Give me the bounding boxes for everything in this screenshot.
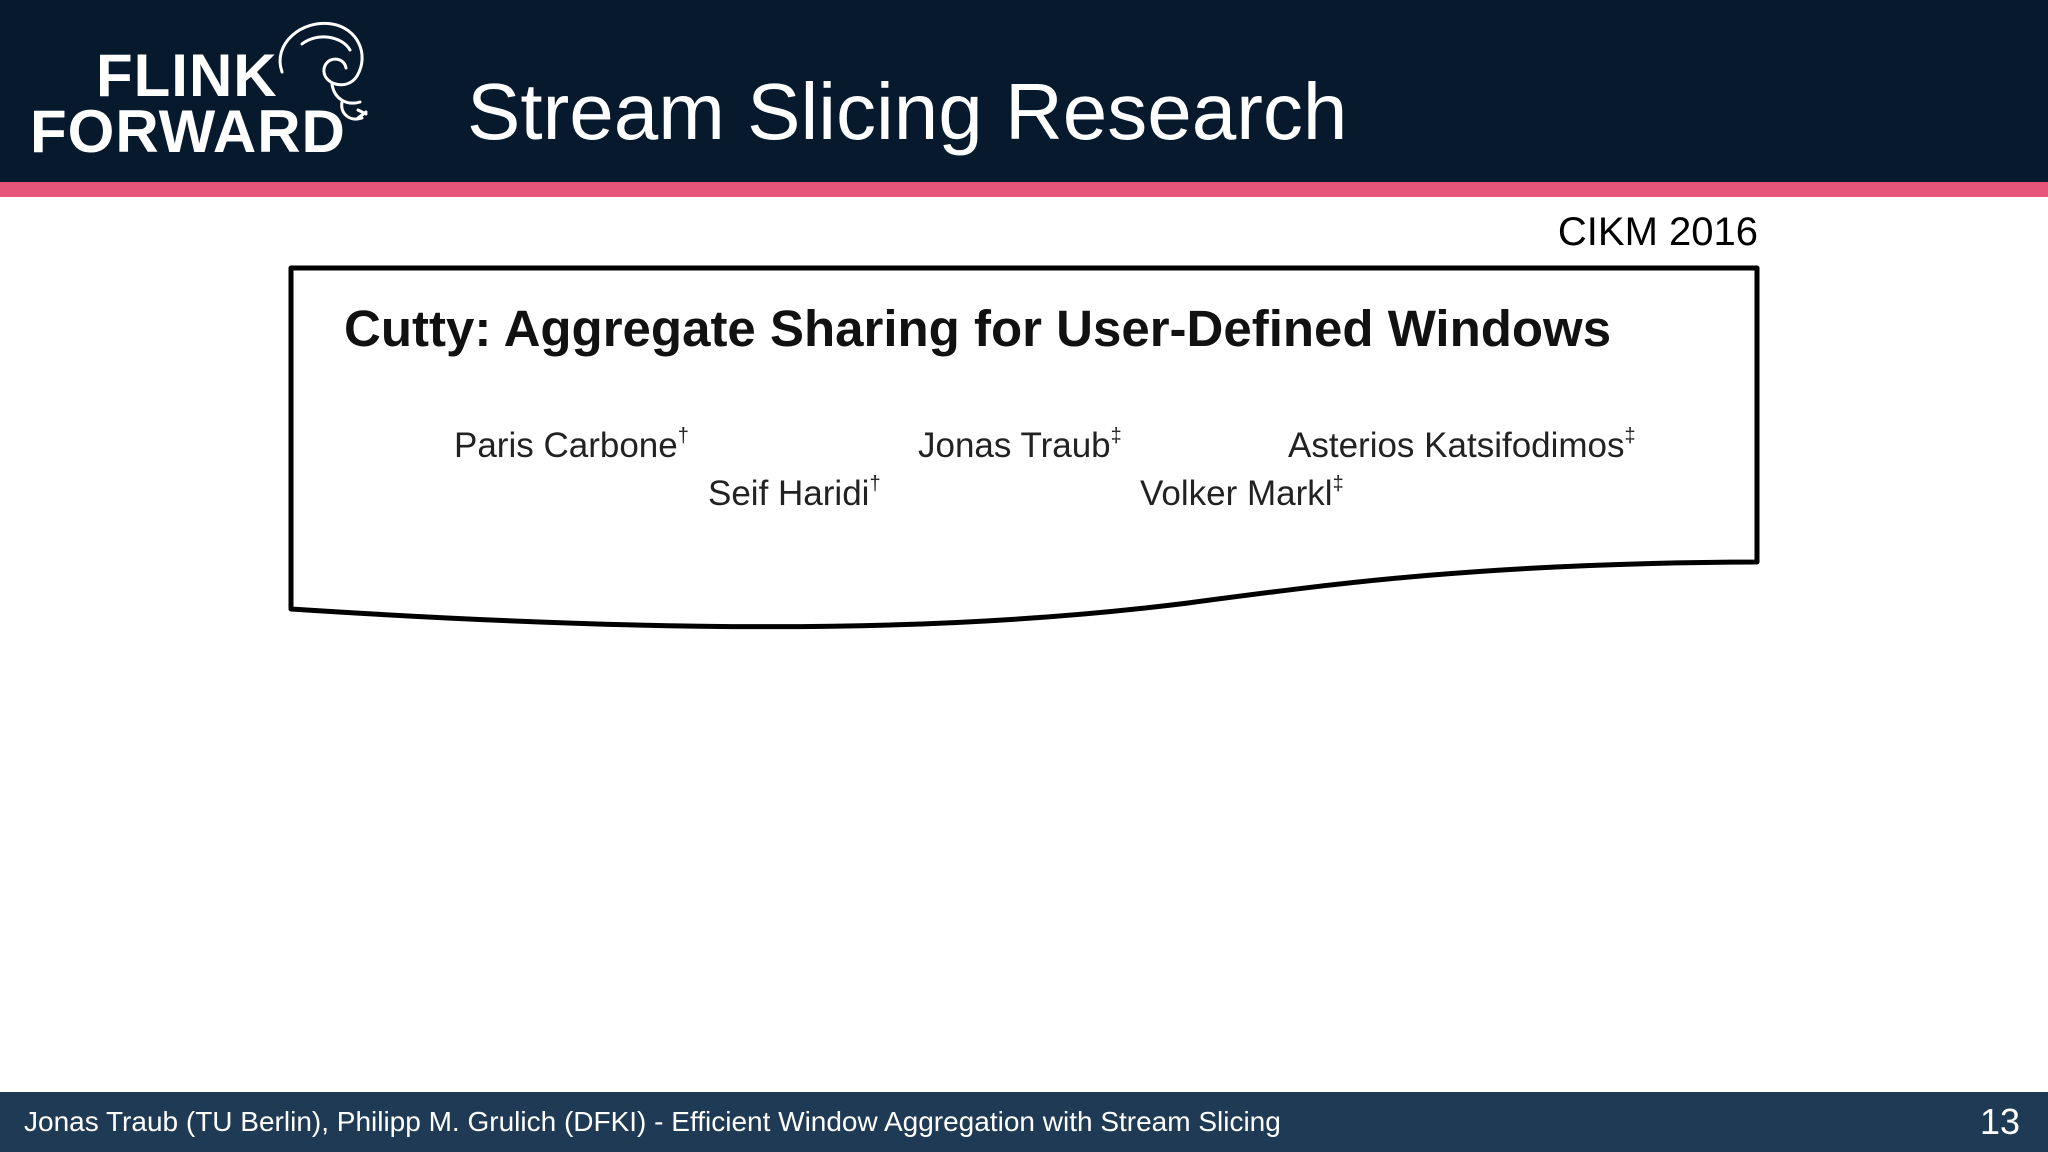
- author-paris-carbone: Paris Carbone†: [454, 425, 689, 465]
- accent-bar: [0, 182, 2048, 197]
- logo-text-forward: FORWARD: [30, 98, 346, 165]
- author-name: Jonas Traub: [918, 426, 1111, 465]
- author-name: Asterios Katsifodimos: [1288, 426, 1625, 465]
- header-bar: FLINK FORWARD Stream Slicing Research: [0, 0, 2048, 182]
- footer-bar: Jonas Traub (TU Berlin), Philipp M. Grul…: [0, 1092, 2048, 1152]
- affiliation-mark: ‡: [1624, 425, 1636, 447]
- logo-text-flink: FLINK: [96, 42, 278, 109]
- affiliation-mark: ‡: [1110, 425, 1122, 447]
- venue-label: CIKM 2016: [1557, 210, 1758, 254]
- flink-forward-logo: FLINK FORWARD: [30, 14, 380, 164]
- torn-paper-outline: [288, 265, 1760, 630]
- paper-title: Cutty: Aggregate Sharing for User-Define…: [344, 300, 1612, 357]
- page-number: 13: [1979, 1101, 2020, 1142]
- affiliation-mark: †: [677, 425, 689, 447]
- footer-text: Jonas Traub (TU Berlin), Philipp M. Grul…: [24, 1106, 1281, 1137]
- author-name: Paris Carbone: [454, 426, 678, 465]
- author-name: Seif Haridi: [708, 474, 870, 513]
- author-volker-markl: Volker Markl‡: [1140, 473, 1344, 513]
- author-asterios-katsifodimos: Asterios Katsifodimos‡: [1288, 425, 1636, 465]
- author-name: Volker Markl: [1140, 474, 1333, 513]
- affiliation-mark: †: [869, 473, 881, 495]
- squirrel-icon: [278, 21, 368, 121]
- author-seif-haridi: Seif Haridi†: [708, 473, 881, 513]
- affiliation-mark: ‡: [1332, 473, 1344, 495]
- author-jonas-traub: Jonas Traub‡: [918, 425, 1122, 465]
- paper-excerpt: Cutty: Aggregate Sharing for User-Define…: [288, 263, 1760, 638]
- slide-title: Stream Slicing Research: [467, 67, 1348, 156]
